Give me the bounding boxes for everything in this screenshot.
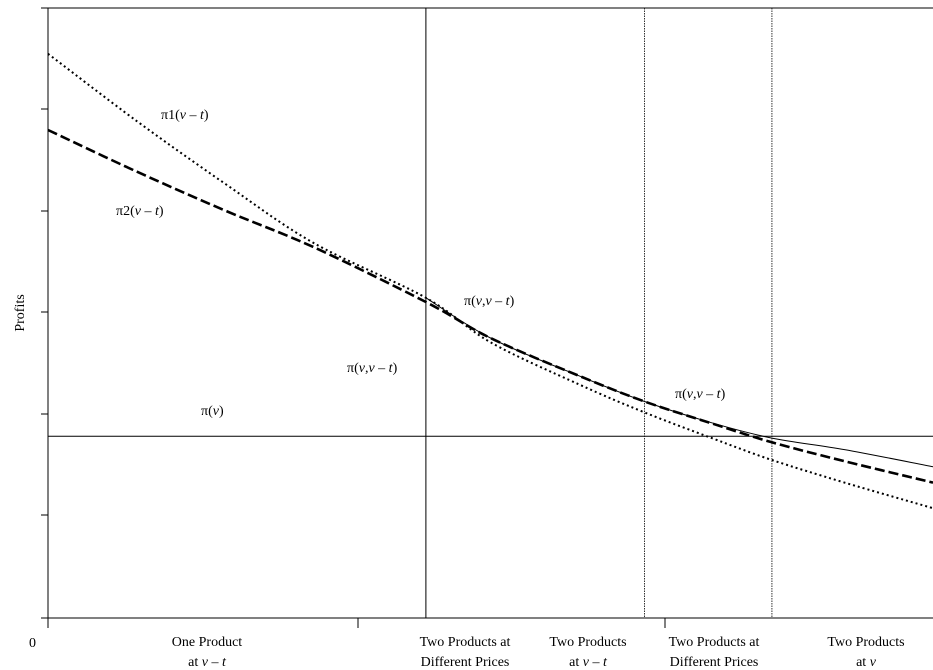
svg-text:at v: at v (856, 655, 877, 670)
piv-label: π(v) (201, 404, 224, 419)
series-line-3-solid (425, 297, 933, 468)
pivvt-label-b: π(v,v – t) (347, 361, 398, 376)
region-label-one-product-vt: One Product at v – t (172, 635, 242, 670)
region-label-two-products-different-prices-2: Two Products at Different Prices (669, 635, 760, 670)
y-axis-label: Profits (13, 294, 28, 331)
svg-text:Two Products: Two Products (827, 635, 904, 650)
region-label-two-products-vt: Two Products at v – t (549, 635, 626, 670)
pivvt-label-a: π(v,v – t) (464, 294, 515, 309)
x-ticks (47, 618, 666, 628)
region-label-two-products-different-prices-1: Two Products at Different Prices (420, 635, 511, 670)
region-label-two-products-v: Two Products at v (827, 635, 904, 670)
svg-text:at v – t: at v – t (188, 655, 227, 670)
origin-label: 0 (29, 636, 36, 651)
pivvt-label-c: π(v,v – t) (675, 387, 726, 402)
series-line-1-dotted (47, 53, 933, 510)
svg-text:Two Products at: Two Products at (669, 635, 760, 650)
svg-text:Two Products at: Two Products at (420, 635, 511, 650)
svg-text:Different Prices: Different Prices (670, 655, 759, 670)
pi1-label: π1(v – t) (161, 108, 209, 123)
svg-text:One Product: One Product (172, 635, 242, 650)
series-layer (47, 53, 933, 510)
pi2-label: π2(v – t) (116, 204, 164, 219)
y-ticks (41, 7, 48, 619)
svg-text:Different Prices: Different Prices (421, 655, 510, 670)
svg-text:Two Products: Two Products (549, 635, 626, 650)
svg-text:at v – t: at v – t (569, 655, 608, 670)
